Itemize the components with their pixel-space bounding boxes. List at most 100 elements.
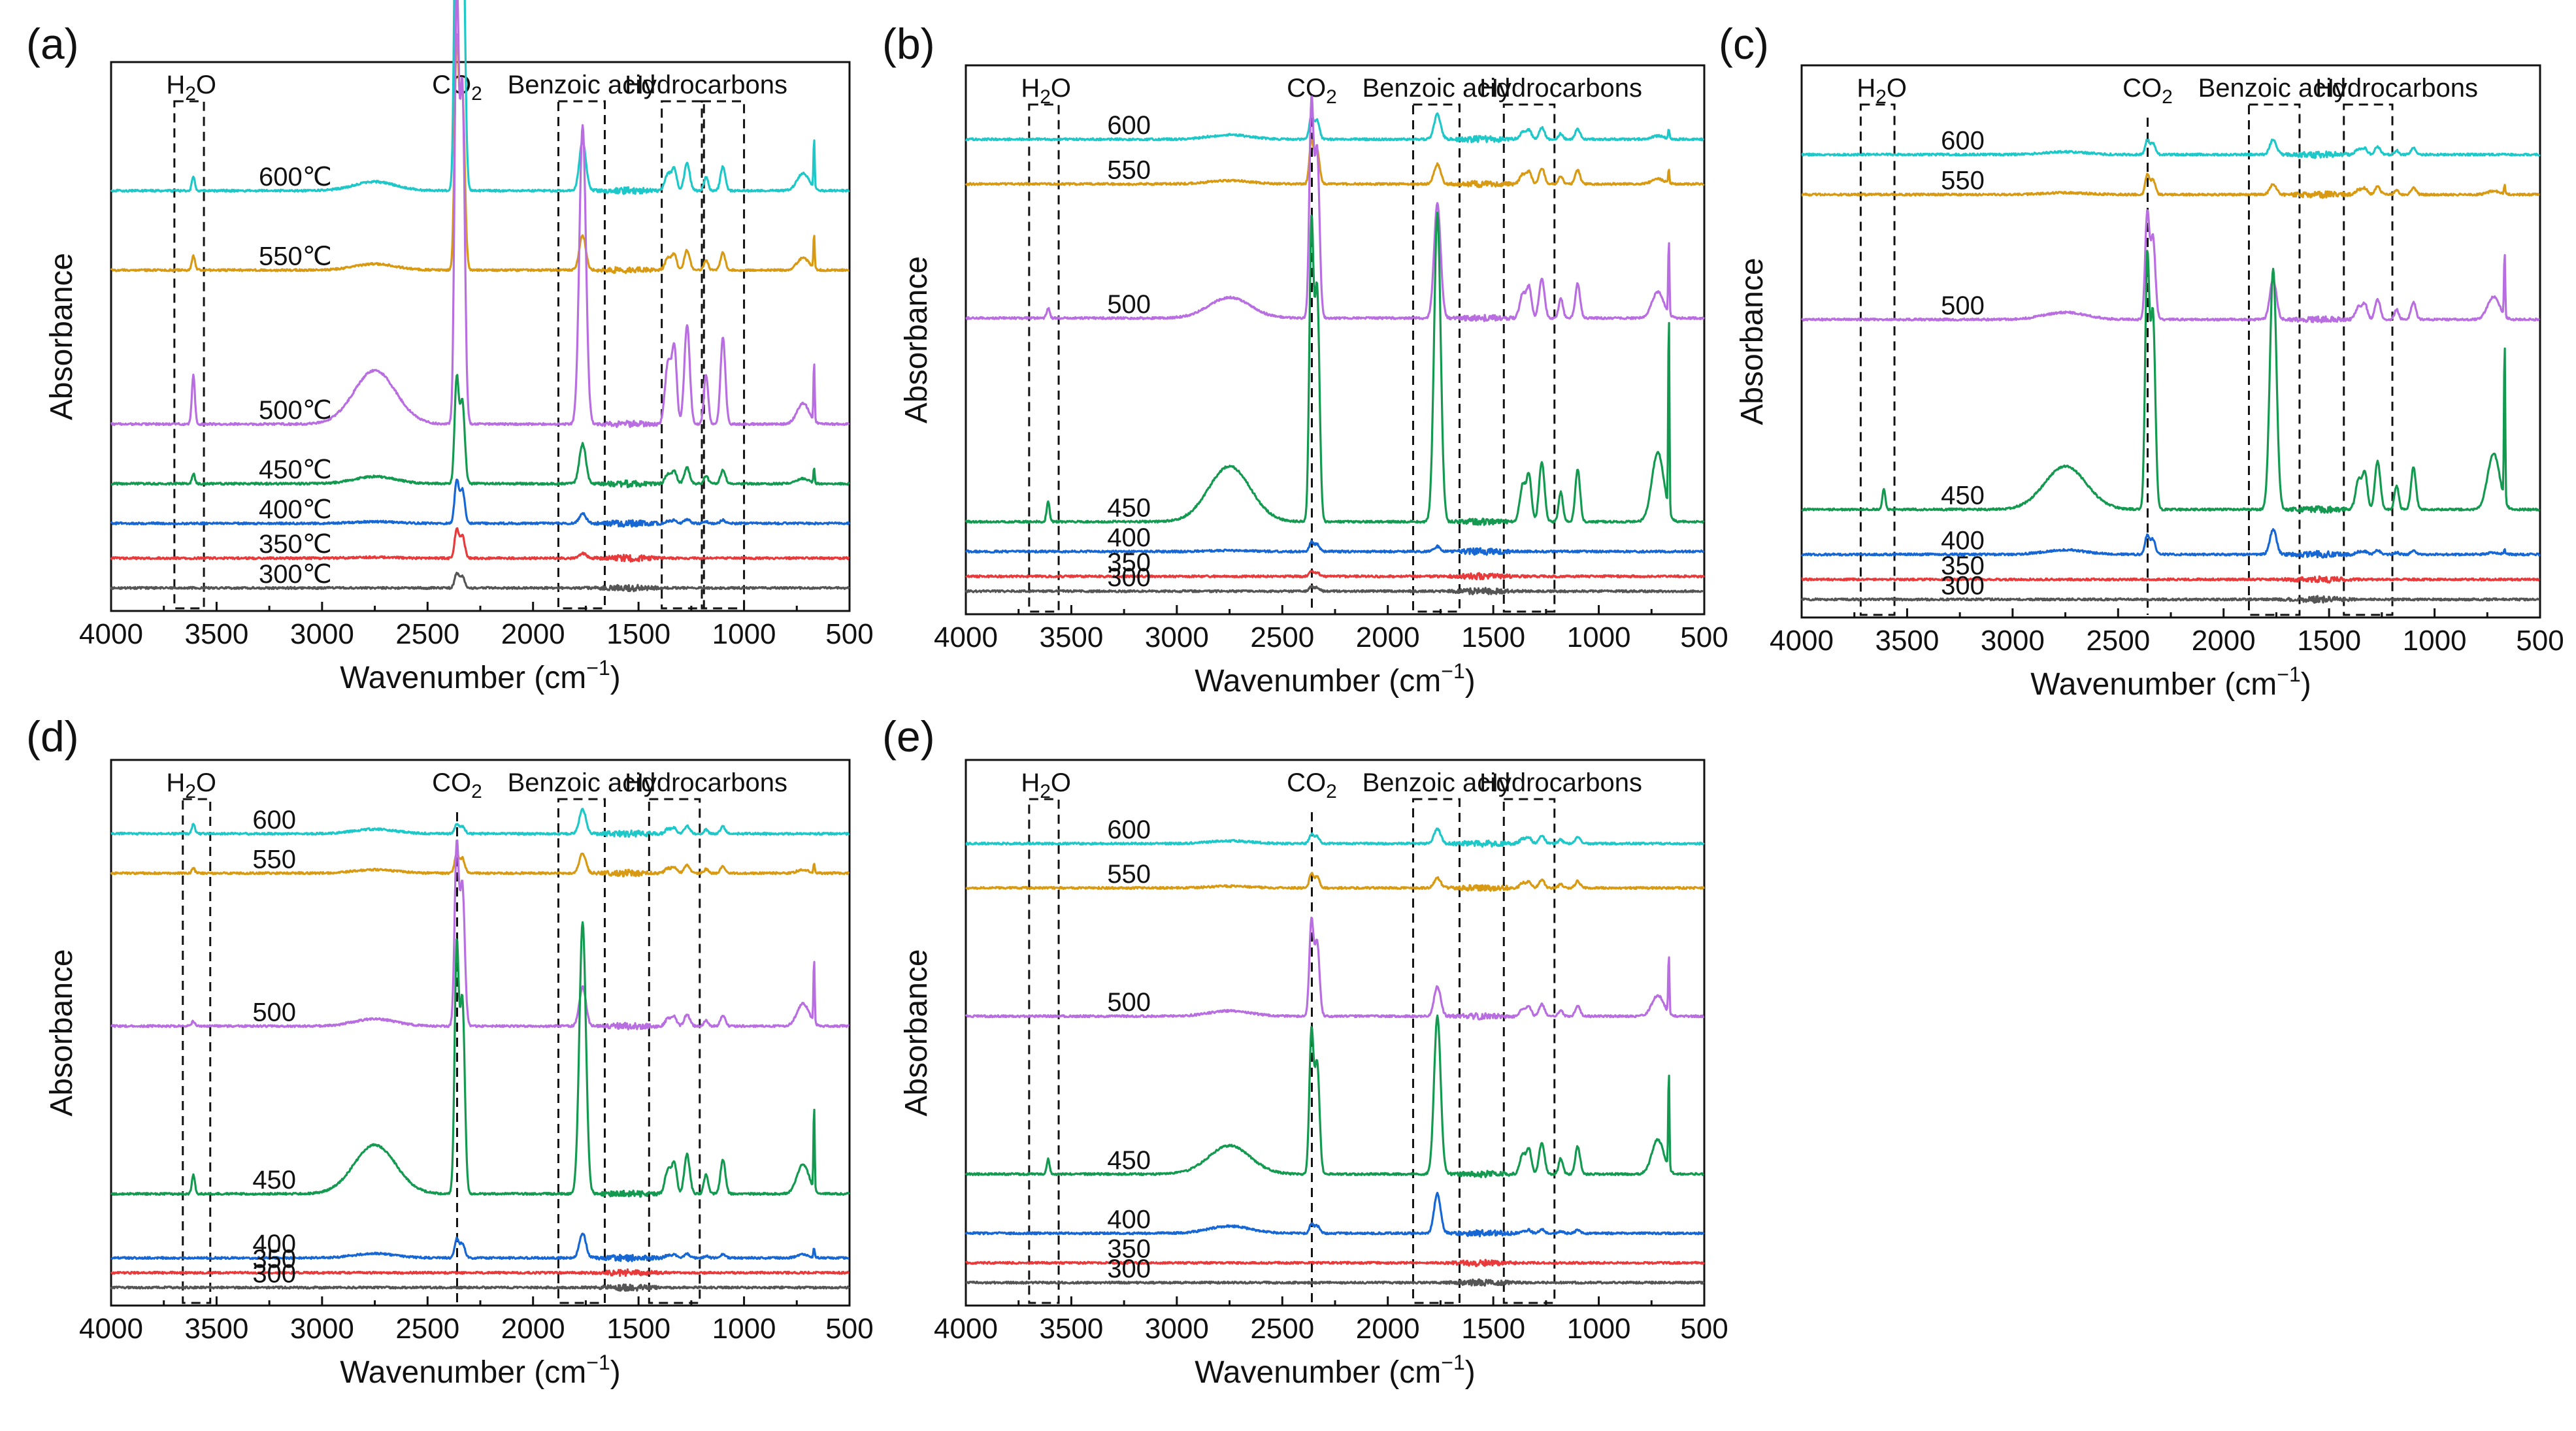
series-label-550: 550℃: [259, 242, 332, 271]
spectrum-line-300: [965, 1278, 1705, 1287]
spectrum-line-450: [1801, 250, 2541, 514]
series-label-350: 350: [252, 1245, 296, 1274]
region-box: [2247, 103, 2301, 616]
spectrum-line-450: [965, 1014, 1705, 1179]
spectrum-line-550: [965, 139, 1705, 189]
x-tick-label: 3000: [1981, 625, 2045, 657]
series-label-300: 300: [252, 1259, 296, 1288]
region-label: H2O: [166, 71, 216, 105]
region-label: Hydrocarbons: [1479, 768, 1642, 797]
x-tick-label: 3000: [290, 1313, 354, 1345]
spectrum-line-300: [1800, 595, 2540, 604]
x-tick-label: 2500: [2086, 625, 2150, 657]
plot-frame: [110, 759, 851, 1307]
series-label-300: 300: [1941, 571, 1985, 600]
region-box: [1028, 103, 1060, 613]
chart-panel-e: (e) 4000 3500 3000 2500 2000 1500 1000 500 Wavenu…: [882, 712, 1728, 1390]
series-label-400: 400℃: [259, 495, 332, 524]
region-box: [557, 100, 606, 610]
series-label-300: 300℃: [259, 560, 332, 589]
series-label-600: 600: [1941, 127, 1985, 156]
y-axis-title: Absorbance: [44, 253, 79, 420]
y-axis-title: Absorbance: [44, 949, 79, 1116]
spectrum-line-600: [110, 808, 850, 838]
series-label-400: 400: [1107, 1205, 1151, 1234]
x-tick-label: 2000: [501, 1313, 565, 1345]
region-box: [182, 798, 212, 1304]
plot-frame: [110, 61, 851, 612]
panel-letter: (b): [882, 20, 935, 68]
region-box: [1412, 798, 1461, 1304]
spectrum-line-400: [965, 540, 1705, 556]
series-label-350: 350: [1107, 548, 1151, 577]
x-axis-title: Wavenumber (cm−1): [340, 656, 620, 695]
series-label-350: 350℃: [259, 530, 332, 559]
region-label: CO2: [1287, 768, 1337, 802]
spectrum-line-350: [110, 527, 850, 563]
x-tick-label: 4000: [934, 1313, 998, 1345]
x-tick-label: 1500: [2297, 625, 2361, 657]
x-tick-label: 2000: [1356, 1313, 1420, 1345]
x-tick-label: 500: [825, 618, 873, 650]
spectrum-line-600: [1801, 139, 2541, 159]
x-tick-label: 1500: [606, 618, 670, 650]
y-axis-title: Absorbance: [1735, 257, 1770, 425]
spectrum-line-400: [110, 478, 850, 528]
region-box: [1502, 103, 1556, 613]
spectrum-line-500: [965, 95, 1705, 322]
x-tick-label: 1000: [1567, 1313, 1631, 1345]
spectrum-line-550: [1801, 173, 2540, 199]
x-axis-title: Wavenumber (cm−1): [340, 1351, 620, 1390]
spectrum-line-550: [965, 872, 1705, 892]
x-tick-label: 3500: [1039, 621, 1103, 653]
spectrum-line-500: [1801, 209, 2540, 323]
spectrum-line-500: [110, 839, 850, 1030]
series-label-500: 500℃: [259, 396, 332, 425]
spectrum-line-550: [110, 851, 850, 878]
spectrum-line-450: [965, 211, 1705, 526]
plot-frame: [1800, 64, 2541, 619]
x-tick-label: 2500: [395, 618, 459, 650]
region-label: Hydrocarbons: [625, 71, 787, 99]
spectrum-line-550: [110, 33, 850, 274]
x-tick-label: 500: [1680, 621, 1728, 653]
spectrum-line-600: [965, 112, 1705, 144]
region-label: Hydrocarbons: [625, 768, 787, 797]
x-tick-label: 3000: [290, 618, 354, 650]
x-tick-label: 3500: [184, 618, 248, 650]
x-tick-label: 2000: [2192, 625, 2256, 657]
series-label-400: 400: [1941, 527, 1985, 555]
spectrum-line-500: [110, 0, 850, 429]
spectrum-line-350: [965, 1258, 1705, 1268]
chart-panel-c: (c) 4000 3500 3000 2500 2000 1500 1000 500 Wavenu…: [1719, 20, 2564, 702]
series-label-600: 600: [1107, 111, 1151, 140]
x-tick-label: 4000: [934, 621, 998, 653]
chart-panel-a: (a) 4000 3500 3000 2500 2000 1500 1000 500 Wavenu…: [26, 0, 874, 695]
series-label-300: 300: [1107, 563, 1151, 592]
x-tick-label: 1000: [2403, 625, 2467, 657]
x-tick-label: 2500: [1250, 1313, 1314, 1345]
region-label: Benzoic acid: [1362, 74, 1511, 103]
series-label-450: 450: [1941, 482, 1985, 510]
spectrum-line-400: [110, 1232, 850, 1262]
panel-letter: (c): [1719, 20, 1769, 68]
series-label-550: 550: [252, 845, 296, 874]
region-box: [1412, 103, 1461, 613]
region-label: Benzoic acid: [1362, 768, 1511, 797]
x-tick-label: 3500: [1875, 625, 1939, 657]
x-tick-label: 500: [825, 1313, 873, 1345]
panel-letter: (a): [26, 20, 79, 68]
region-box: [701, 100, 746, 610]
x-tick-label: 1000: [712, 618, 776, 650]
x-tick-label: 2500: [395, 1313, 459, 1345]
x-tick-label: 2500: [1250, 621, 1314, 653]
x-tick-label: 1000: [712, 1313, 776, 1345]
spectrum-line-600: [965, 827, 1705, 848]
series-label-500: 500: [252, 998, 296, 1027]
region-box: [661, 100, 705, 610]
spectrum-line-450: [110, 374, 850, 488]
spectrum-line-300: [110, 1283, 850, 1292]
x-axis-title: Wavenumber (cm−1): [1195, 1351, 1475, 1390]
x-tick-label: 4000: [1770, 625, 1834, 657]
